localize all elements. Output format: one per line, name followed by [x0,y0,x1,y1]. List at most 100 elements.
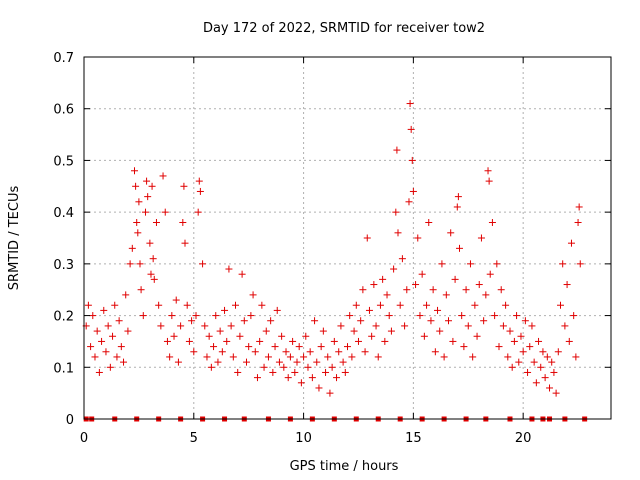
data-point [232,301,240,309]
data-point [271,343,279,351]
data-point [508,363,516,371]
data-point [398,255,406,263]
chart-title: Day 172 of 2022, SRMTID for receiver tow… [203,21,485,36]
data-point [445,317,453,325]
axis-ticks: 0 0.1 0.2 0.3 0.4 0.5 0.6 0.7 0 5 10 15 20 [53,51,611,446]
data-point [431,348,439,356]
data-point [247,312,255,320]
data-point [390,265,398,273]
data-point [143,177,151,185]
data-point [152,218,160,226]
data-point [427,317,435,325]
data-point [436,327,444,335]
data-point [194,208,202,216]
data-point [495,343,503,351]
data-point [554,348,562,356]
data-point [460,343,468,351]
data-point [438,260,446,268]
data-point [106,363,114,371]
data-point [260,363,268,371]
data-point [471,301,479,309]
data-point [134,229,142,237]
data-point [284,374,292,382]
data-point [510,337,518,345]
y-tick-label: 0.5 [53,154,74,169]
data-point [319,327,327,335]
data-point [223,337,231,345]
data-point [126,260,134,268]
data-point [161,208,169,216]
data-point [201,322,209,330]
data-point [368,332,376,340]
data-point [203,353,211,361]
data-point [350,327,358,335]
y-tick-label: 0.4 [53,206,74,221]
data-point [376,301,384,309]
data-point [537,363,545,371]
data-point [179,218,187,226]
data-point [513,312,521,320]
data-point [163,337,171,345]
data-point [464,322,472,330]
data-point [497,286,505,294]
data-point [147,270,155,278]
data-point [214,358,222,366]
data-point [344,343,351,351]
data-point [576,260,584,268]
data-point [451,275,459,283]
data-point [447,229,455,237]
data-point [157,322,165,330]
x-tick-label: 15 [405,431,422,446]
data-point [144,193,152,201]
data-point [488,218,496,226]
data-point [475,281,483,289]
data-point [275,358,283,366]
data-point [548,358,556,366]
data-point [372,322,380,330]
data-points [82,100,584,397]
data-point [212,312,220,320]
data-point [396,301,404,309]
data-point [493,260,501,268]
data-point [280,363,288,371]
data-point [403,286,411,294]
data-point [440,353,448,361]
data-point [543,353,551,361]
data-point [407,125,415,133]
data-point [570,312,578,320]
data-point [122,291,130,299]
data-point [207,363,215,371]
data-point [273,306,281,314]
y-tick-label: 0 [66,413,74,428]
data-point [286,353,294,361]
data-point [394,229,402,237]
data-point [282,348,290,356]
x-axis-title: GPS time / hours [290,459,399,474]
data-point [530,358,538,366]
data-point [308,374,316,382]
data-point [98,337,106,345]
data-point [111,301,119,309]
data-point [532,379,540,387]
data-point [420,332,428,340]
data-point [234,368,242,376]
data-point [240,317,248,325]
data-point [387,327,395,335]
data-point [504,353,512,361]
data-point [262,327,270,335]
data-point [180,182,188,190]
data-point [339,358,347,366]
data-point [485,177,493,185]
data-point [120,358,128,366]
data-point [190,348,198,356]
data-point [159,172,167,180]
data-point [393,146,401,154]
data-point [477,234,485,242]
data-point [328,363,336,371]
data-point [238,270,246,278]
data-point [469,353,477,361]
data-point [293,358,301,366]
data-point [454,193,462,201]
data-point [289,337,297,345]
data-point [150,275,158,283]
